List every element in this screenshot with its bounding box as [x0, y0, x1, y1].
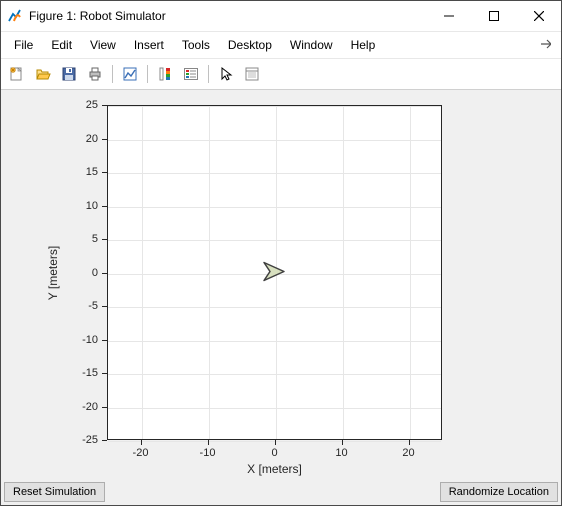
gridline	[108, 106, 441, 107]
gridline	[108, 307, 441, 308]
ytick	[102, 105, 107, 106]
gridline	[108, 408, 441, 409]
xticklabel: 0	[271, 447, 277, 459]
window-title: Figure 1: Robot Simulator	[29, 9, 426, 23]
randomize-location-button[interactable]: Randomize Location	[440, 482, 558, 502]
menu-file[interactable]: File	[5, 36, 42, 54]
menu-help[interactable]: Help	[342, 36, 385, 54]
minimize-button[interactable]	[426, 1, 471, 31]
gridline	[108, 173, 441, 174]
menu-insert[interactable]: Insert	[125, 36, 173, 54]
yticklabel: -25	[68, 434, 98, 446]
robot-marker	[262, 260, 288, 285]
gridline	[108, 240, 441, 241]
matlab-figure-icon	[7, 8, 23, 24]
toolbar-separator	[208, 65, 209, 83]
xticklabel: -10	[200, 447, 216, 459]
gridline	[209, 106, 210, 439]
ytick	[102, 239, 107, 240]
reset-simulation-button[interactable]: Reset Simulation	[4, 482, 105, 502]
gridline	[108, 207, 441, 208]
open-icon[interactable]	[31, 62, 55, 86]
xtick	[208, 440, 209, 445]
ytick	[102, 373, 107, 374]
property-editor-icon[interactable]	[240, 62, 264, 86]
figure-area: -20 -10 0 10 20 -25 -20 -15 -10 -5 0 5 10 15 20 25 X [me…	[1, 90, 561, 505]
menu-tools[interactable]: Tools	[173, 36, 219, 54]
yticklabel: 10	[68, 200, 98, 212]
ytick	[102, 206, 107, 207]
data-cursor-icon[interactable]	[118, 62, 142, 86]
yticklabel: 0	[68, 267, 98, 279]
ytick	[102, 273, 107, 274]
legend-icon[interactable]	[179, 62, 203, 86]
xticklabel: 10	[335, 447, 347, 459]
gridline	[410, 106, 411, 439]
maximize-button[interactable]	[471, 1, 516, 31]
ytick	[102, 172, 107, 173]
axes: -20-1001020-25-20-15-10-50510152025X [me…	[107, 105, 442, 440]
print-icon[interactable]	[83, 62, 107, 86]
xtick	[409, 440, 410, 445]
xlabel: X [meters]	[247, 462, 302, 476]
toolbar	[1, 59, 561, 90]
titlebar: Figure 1: Robot Simulator	[1, 1, 561, 32]
xticklabel: 20	[402, 447, 414, 459]
yticklabel: -5	[68, 300, 98, 312]
window-controls	[426, 1, 561, 31]
menubar: FileEditViewInsertToolsDesktopWindowHelp	[1, 32, 561, 59]
menu-window[interactable]: Window	[281, 36, 342, 54]
yticklabel: 25	[68, 99, 98, 111]
new-figure-icon[interactable]	[5, 62, 29, 86]
yticklabel: 15	[68, 166, 98, 178]
menu-edit[interactable]: Edit	[42, 36, 81, 54]
save-icon[interactable]	[57, 62, 81, 86]
gridline	[343, 106, 344, 439]
gridline	[108, 341, 441, 342]
ytick	[102, 340, 107, 341]
ytick	[102, 306, 107, 307]
menu-view[interactable]: View	[81, 36, 125, 54]
yticklabel: -20	[68, 401, 98, 413]
xtick	[275, 440, 276, 445]
toolbar-separator	[112, 65, 113, 83]
gridline	[108, 140, 441, 141]
close-button[interactable]	[516, 1, 561, 31]
xtick	[342, 440, 343, 445]
dock-controls-icon[interactable]	[539, 36, 557, 54]
ytick	[102, 440, 107, 441]
figure-window: Figure 1: Robot Simulator FileEditViewIn…	[0, 0, 562, 506]
yticklabel: -15	[68, 367, 98, 379]
xtick	[141, 440, 142, 445]
ylabel: Y [meters]	[46, 245, 60, 299]
ytick	[102, 407, 107, 408]
colorbar-icon[interactable]	[153, 62, 177, 86]
xticklabel: -20	[133, 447, 149, 459]
ytick	[102, 139, 107, 140]
yticklabel: 5	[68, 233, 98, 245]
pointer-icon[interactable]	[214, 62, 238, 86]
gridline	[142, 106, 143, 439]
gridline	[108, 374, 441, 375]
toolbar-separator	[147, 65, 148, 83]
yticklabel: 20	[68, 133, 98, 145]
menu-desktop[interactable]: Desktop	[219, 36, 281, 54]
yticklabel: -10	[68, 334, 98, 346]
